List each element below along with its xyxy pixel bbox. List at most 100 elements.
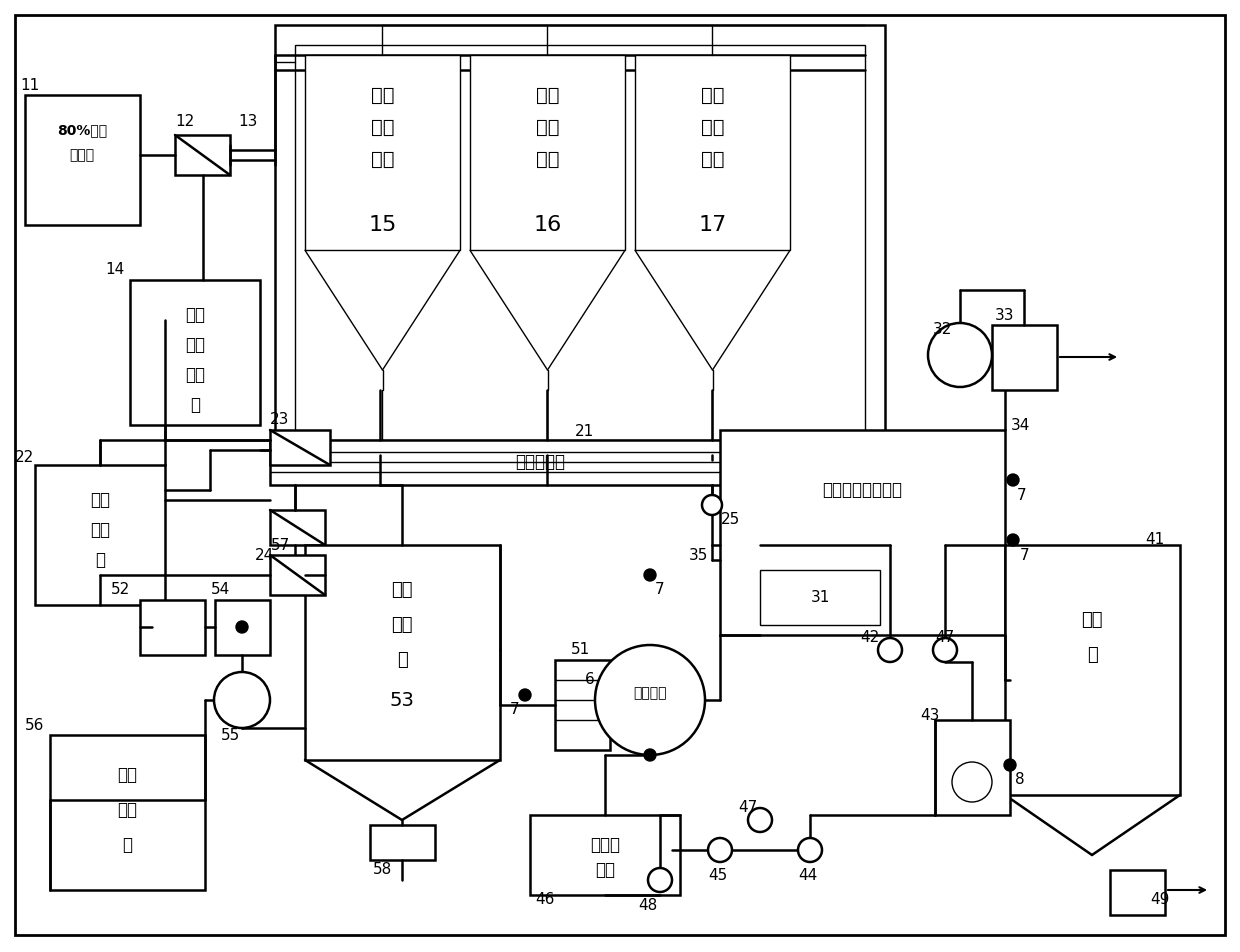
Text: 罐: 罐 bbox=[95, 551, 105, 569]
Bar bbox=[270, 430, 330, 465]
Text: 液储: 液储 bbox=[117, 801, 136, 819]
Text: 34: 34 bbox=[1011, 418, 1029, 432]
Text: 力罐: 力罐 bbox=[701, 149, 724, 169]
Circle shape bbox=[644, 749, 656, 761]
Text: 导热油: 导热油 bbox=[590, 836, 620, 854]
Bar bbox=[470, 55, 625, 250]
Text: 44: 44 bbox=[799, 867, 817, 883]
Text: 蒸压: 蒸压 bbox=[371, 117, 394, 136]
Bar bbox=[935, 720, 1011, 815]
Text: 49: 49 bbox=[1151, 893, 1169, 907]
Circle shape bbox=[748, 808, 773, 832]
Text: 33: 33 bbox=[996, 307, 1014, 323]
Bar bbox=[35, 465, 165, 605]
Text: 自闪: 自闪 bbox=[701, 86, 724, 105]
Text: 7: 7 bbox=[655, 583, 665, 598]
Bar bbox=[370, 825, 435, 860]
Circle shape bbox=[928, 323, 992, 387]
Bar bbox=[305, 545, 500, 760]
Text: 16: 16 bbox=[533, 215, 562, 235]
Bar bbox=[556, 660, 610, 750]
Circle shape bbox=[644, 569, 656, 581]
Text: 热烟: 热烟 bbox=[1081, 611, 1102, 629]
Text: 56: 56 bbox=[25, 718, 45, 732]
Circle shape bbox=[215, 672, 270, 728]
Text: 自闪: 自闪 bbox=[536, 86, 559, 105]
Text: 15: 15 bbox=[368, 215, 397, 235]
Text: 48: 48 bbox=[639, 898, 657, 913]
Text: 35: 35 bbox=[688, 547, 708, 563]
Circle shape bbox=[799, 838, 822, 862]
Text: 11: 11 bbox=[20, 77, 40, 92]
Bar bbox=[130, 280, 260, 425]
Bar bbox=[215, 600, 270, 655]
Text: 分离: 分离 bbox=[91, 491, 110, 509]
Text: 55: 55 bbox=[221, 727, 239, 743]
Text: 57: 57 bbox=[270, 538, 290, 552]
Circle shape bbox=[702, 495, 722, 515]
Text: 53: 53 bbox=[389, 690, 414, 709]
Bar bbox=[529, 815, 680, 895]
Bar bbox=[50, 735, 205, 890]
Circle shape bbox=[952, 762, 992, 802]
Text: 板框压滤机: 板框压滤机 bbox=[515, 453, 565, 471]
Text: 浓缩: 浓缩 bbox=[117, 766, 136, 784]
Text: 43: 43 bbox=[920, 707, 940, 723]
Text: 混合: 混合 bbox=[185, 306, 205, 324]
Circle shape bbox=[1004, 759, 1016, 771]
Text: 力罐: 力罐 bbox=[371, 149, 394, 169]
Text: 蒸压: 蒸压 bbox=[536, 117, 559, 136]
Text: 24: 24 bbox=[255, 547, 274, 563]
Circle shape bbox=[708, 838, 732, 862]
Text: 自闪: 自闪 bbox=[371, 86, 394, 105]
Bar bbox=[760, 570, 880, 625]
Bar bbox=[720, 430, 1004, 635]
Text: 58: 58 bbox=[372, 863, 392, 878]
Bar bbox=[1004, 545, 1180, 795]
Text: 器: 器 bbox=[1086, 646, 1097, 664]
Text: 45: 45 bbox=[708, 867, 728, 883]
Text: 6: 6 bbox=[585, 672, 595, 687]
Text: 罐: 罐 bbox=[397, 651, 408, 669]
Bar bbox=[25, 95, 140, 225]
Text: 7: 7 bbox=[1017, 487, 1027, 503]
Circle shape bbox=[520, 689, 531, 701]
Text: 液临: 液临 bbox=[185, 336, 205, 354]
Text: 47: 47 bbox=[935, 630, 955, 645]
Text: 17: 17 bbox=[698, 215, 727, 235]
Bar bbox=[305, 55, 460, 250]
Text: 14: 14 bbox=[105, 263, 125, 277]
Text: 23: 23 bbox=[270, 412, 290, 427]
Bar bbox=[1110, 870, 1166, 915]
Bar bbox=[140, 600, 205, 655]
Text: 锅炉: 锅炉 bbox=[595, 861, 615, 879]
Text: 31: 31 bbox=[810, 589, 830, 605]
Circle shape bbox=[878, 638, 901, 662]
Bar bbox=[275, 25, 885, 460]
Text: 51: 51 bbox=[570, 643, 590, 658]
Text: 液储: 液储 bbox=[91, 521, 110, 539]
Text: 42: 42 bbox=[861, 630, 879, 645]
Circle shape bbox=[236, 621, 248, 633]
Bar bbox=[270, 555, 325, 595]
Text: 7: 7 bbox=[510, 703, 520, 718]
Circle shape bbox=[932, 638, 957, 662]
Circle shape bbox=[649, 868, 672, 892]
Text: 22: 22 bbox=[15, 449, 35, 465]
Text: 54: 54 bbox=[211, 583, 229, 598]
Circle shape bbox=[1007, 534, 1019, 546]
Bar bbox=[270, 510, 325, 545]
Text: 7: 7 bbox=[1021, 547, 1029, 563]
Text: 12: 12 bbox=[175, 114, 195, 129]
Text: 封闭式带式烘干机: 封闭式带式烘干机 bbox=[822, 481, 901, 499]
Text: 罐: 罐 bbox=[190, 396, 200, 414]
Text: 时储: 时储 bbox=[185, 366, 205, 384]
Text: 21: 21 bbox=[575, 425, 595, 440]
Text: 80%含水: 80%含水 bbox=[57, 123, 107, 137]
Text: 25: 25 bbox=[720, 512, 739, 527]
Bar bbox=[295, 45, 866, 440]
Circle shape bbox=[595, 645, 706, 755]
Text: 13: 13 bbox=[238, 114, 258, 129]
Text: 47: 47 bbox=[738, 801, 758, 816]
Text: 率污泥: 率污泥 bbox=[69, 148, 94, 162]
